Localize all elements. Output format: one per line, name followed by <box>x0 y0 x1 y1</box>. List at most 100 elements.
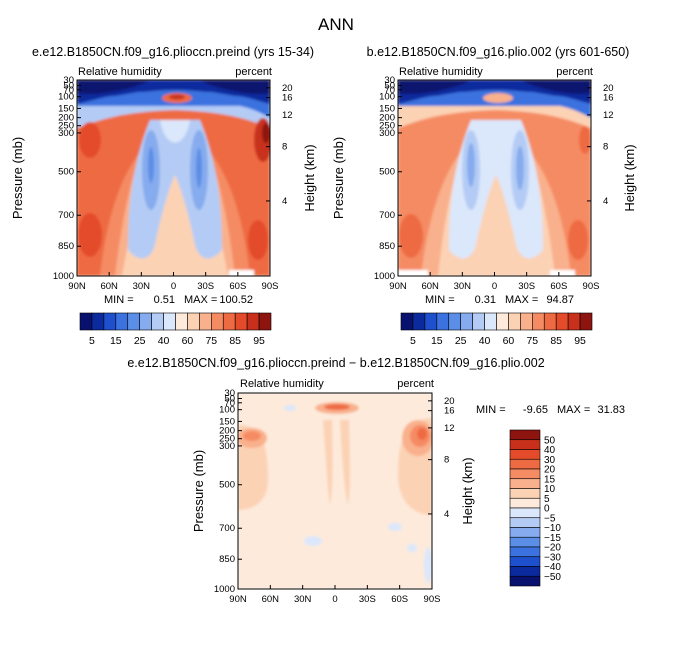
x-tick-label: 30S <box>518 281 535 292</box>
colorbar-label: 25 <box>134 335 146 347</box>
figure-title: ANN <box>318 15 354 34</box>
colorbar-swatch <box>163 312 176 331</box>
panel-1-max-label: MAX = <box>184 294 217 306</box>
colorbar-swatch <box>509 458 541 470</box>
panel-1-min-value: 0.51 <box>154 294 175 306</box>
colorbar-label: 15 <box>431 335 443 347</box>
colorbar-swatch <box>187 312 200 331</box>
height-tick-label: 4 <box>603 196 608 207</box>
colorbar-swatch <box>436 312 450 331</box>
height-tick-label: 8 <box>282 142 287 153</box>
y-tick-label: 250 <box>379 121 395 132</box>
panel-2-contour-field <box>398 80 591 276</box>
colorbar-swatch <box>496 312 509 331</box>
colorbar-swatch <box>79 312 93 331</box>
y-tick-label: 50 <box>63 80 74 91</box>
x-tick-label: 0 <box>171 281 176 292</box>
y-tick-label: 200 <box>219 426 235 437</box>
y-tick-label: 850 <box>58 241 74 252</box>
colorbar-label: 20 <box>544 465 556 476</box>
panel-1-units-label: percent <box>235 66 272 78</box>
x-tick-label: 90S <box>424 594 441 605</box>
x-tick-label: 0 <box>332 594 337 605</box>
panel-1-colorbar: 5 15 25 40 60 75 85 95 <box>79 312 272 347</box>
y-tick-label: 50 <box>224 393 235 404</box>
y-tick-label: 70 <box>384 85 395 96</box>
panel-3-units-label: percent <box>397 378 434 390</box>
height-tick-label: 8 <box>603 142 608 153</box>
panel-3-y-axis-title: Pressure (mb) <box>191 450 206 532</box>
colorbar-swatch <box>509 488 541 499</box>
colorbar-label: 95 <box>574 335 586 347</box>
x-tick-label: 90S <box>262 281 279 292</box>
colorbar-swatch <box>509 527 541 538</box>
colorbar-swatch <box>127 312 140 331</box>
height-tick-label: 20 <box>603 83 614 94</box>
x-tick-label: 60N <box>421 281 439 292</box>
y-tick-label: 700 <box>219 523 235 534</box>
height-tick-label: 8 <box>444 455 449 466</box>
colorbar-swatch <box>509 429 541 441</box>
x-tick-label: 30S <box>197 281 214 292</box>
colorbar-label: 5 <box>544 494 550 505</box>
colorbar-label: −40 <box>544 562 561 573</box>
colorbar-label: 0 <box>544 504 550 515</box>
height-tick-label: 12 <box>282 110 293 121</box>
y-tick-label: 300 <box>219 441 235 452</box>
x-tick-label: 60S <box>550 281 567 292</box>
y-tick-label: 150 <box>379 103 395 114</box>
height-tick-label: 16 <box>444 406 455 417</box>
height-tick-label: 12 <box>603 110 614 121</box>
y-tick-label: 1000 <box>214 584 235 595</box>
colorbar-swatch <box>91 312 105 331</box>
y-tick-label: 500 <box>219 480 235 491</box>
panel-3-contour-field <box>238 393 432 589</box>
y-tick-label: 30 <box>224 388 235 399</box>
y-tick-label: 1000 <box>374 271 395 282</box>
colorbar-swatch <box>151 312 164 331</box>
panel-2-title: b.e12.B1850CN.f09_g16.plio.002 (yrs 601-… <box>367 45 630 59</box>
panel-3-title: e.e12.B1850CN.f09_g16.plioccn.preind − b… <box>127 356 544 370</box>
x-tick-label: 90S <box>583 281 600 292</box>
height-tick-label: 4 <box>444 509 449 520</box>
colorbar-label: 40 <box>158 335 170 347</box>
height-tick-label: 16 <box>603 93 614 104</box>
y-tick-label: 200 <box>58 113 74 124</box>
colorbar-label: 95 <box>253 335 265 347</box>
panel-3-variable-label: Relative humidity <box>240 378 324 390</box>
colorbar-swatch <box>509 556 541 567</box>
y-tick-label: 30 <box>384 75 395 86</box>
x-tick-label: 30N <box>454 281 472 292</box>
panel-1-variable-label: Relative humidity <box>78 66 162 78</box>
colorbar-swatch <box>532 312 545 331</box>
colorbar-swatch <box>509 497 541 509</box>
y-tick-label: 300 <box>58 128 74 139</box>
colorbar-swatch <box>543 312 557 331</box>
height-tick-label: 20 <box>444 396 455 407</box>
x-tick-label: 30S <box>359 594 376 605</box>
colorbar-label: −20 <box>544 543 561 554</box>
panel-1-contour-field <box>77 80 270 276</box>
x-tick-label: 30N <box>133 281 151 292</box>
panel-2-x-axis: 90N 60N 30N 0 30S 60S 90S <box>389 272 599 292</box>
colorbar-label: 75 <box>205 335 217 347</box>
colorbar-swatch <box>509 449 541 460</box>
colorbar-swatch <box>139 312 152 331</box>
height-tick-label: 20 <box>282 83 293 94</box>
colorbar-label: 60 <box>182 335 194 347</box>
panel-2: b.e12.B1850CN.f09_g16.plio.002 (yrs 601-… <box>331 45 637 347</box>
colorbar-label: 25 <box>455 335 467 347</box>
colorbar-swatch <box>484 312 497 331</box>
y-tick-label: 300 <box>379 128 395 139</box>
colorbar-label: 5 <box>410 335 416 347</box>
x-tick-label: 0 <box>492 281 497 292</box>
colorbar-swatch <box>424 312 438 331</box>
y-tick-label: 70 <box>224 398 235 409</box>
y-tick-label: 150 <box>219 416 235 427</box>
colorbar-label: −15 <box>544 533 561 544</box>
panel-3-x-axis: 90N 60N 30N 0 30S 60S 90S <box>229 585 440 605</box>
